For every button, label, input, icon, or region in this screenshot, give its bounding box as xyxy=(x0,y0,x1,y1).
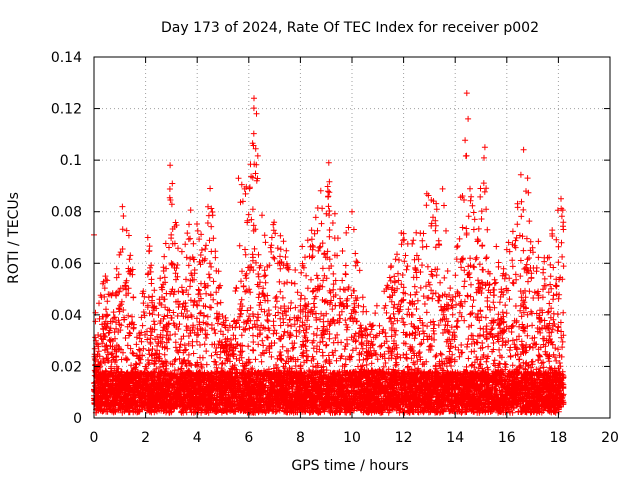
y-tick-label: 0.08 xyxy=(51,205,82,221)
x-tick-label: 12 xyxy=(395,430,413,446)
x-tick-label: 16 xyxy=(498,430,516,446)
y-tick-label: 0.14 xyxy=(51,50,82,66)
x-axis-label: GPS time / hours xyxy=(291,458,408,474)
y-tick-label: 0.1 xyxy=(60,153,82,169)
roti-scatter-points xyxy=(91,90,567,416)
x-tick-label: 2 xyxy=(141,430,150,446)
x-tick-label: 8 xyxy=(296,430,305,446)
x-tick-label: 6 xyxy=(244,430,253,446)
y-tick-label: 0.06 xyxy=(51,256,82,272)
x-tick-label: 20 xyxy=(601,430,619,446)
x-tick-label: 14 xyxy=(446,430,464,446)
x-tick-label: 0 xyxy=(90,430,99,446)
y-tick-label: 0.04 xyxy=(51,308,82,324)
data-points xyxy=(91,90,567,416)
chart-title: Day 173 of 2024, Rate Of TEC Index for r… xyxy=(161,20,539,36)
y-axis-label: ROTI / TECUs xyxy=(6,192,22,284)
y-tick-label: 0.02 xyxy=(51,359,82,375)
x-tick-label: 10 xyxy=(343,430,361,446)
ticks: 0 2 4 6 8 10 12 14 16 18 20 0 0.02 0.04 0.06 0.08 0.1 0.1… xyxy=(51,50,619,446)
y-tick-label: 0.12 xyxy=(51,102,82,118)
y-tick-label: 0 xyxy=(73,411,82,427)
x-tick-label: 4 xyxy=(193,430,202,446)
x-tick-label: 18 xyxy=(549,430,567,446)
